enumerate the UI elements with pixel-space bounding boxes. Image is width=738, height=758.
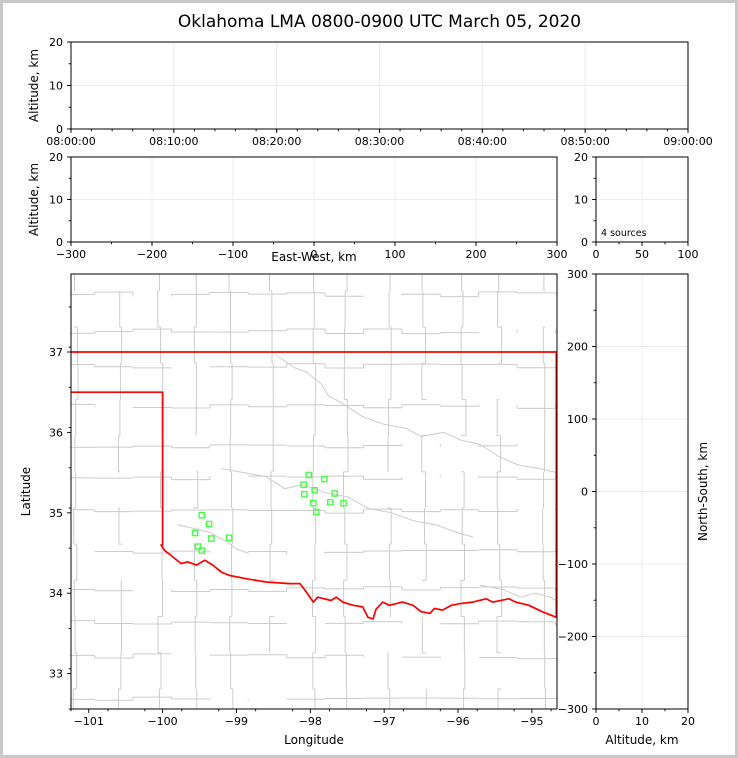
y-tick-label: 37 [49,346,63,359]
panel-map: −101 −100 −99 −98 −97 −96 −95 33 34 35 36 37 Latitud… [19,273,558,747]
lma-station-marker [301,491,308,498]
y-tick-label: 20 [49,36,63,49]
lma-station-marker [326,499,334,506]
lma-station-marker [225,534,233,542]
x-tick-label: 20 [681,715,695,728]
x-tick-label: −96 [446,715,469,728]
x-axis-title: Longitude [284,733,344,747]
y-tick-label: 0 [56,236,63,249]
x-tick-label: −100 [218,248,248,261]
lma-station-marker [340,499,347,507]
x-tick-label: 08:00:00 [46,135,95,148]
y-tick-label: 10 [49,194,63,207]
lma-station-marker [208,535,215,542]
source-count-annotation: 4 sources [601,228,647,239]
x-tick-label: −95 [520,715,543,728]
x-tick-label: 08:10:00 [149,135,198,148]
x-tick-label: −97 [373,715,396,728]
x-tick-label: 300 [547,248,568,261]
x-tick-label: −300 [56,248,86,261]
x-tick-label: 200 [466,248,487,261]
y-tick-label: 35 [49,507,63,520]
panel-alt_histogram: 0 50 100 0 10 20 4 sources [574,151,699,261]
x-tick-label: 0 [593,248,600,261]
y-tick-label: 34 [49,587,63,600]
lma-station-marker [309,499,317,507]
map-layers [71,274,557,709]
lma-station-marker [194,543,202,550]
lma-station-marker [305,471,313,479]
y-axis-title: Altitude, km [27,163,41,236]
y-tick-label: 0 [581,486,588,499]
x-tick-label: −99 [225,715,248,728]
x-tick-label: 50 [635,248,649,261]
axes-frame [70,273,558,710]
y-tick-label: 36 [49,426,63,439]
lma-station-marker [191,529,199,537]
y-tick-label: −200 [558,631,588,644]
x-tick-label: 09:00:00 [663,135,712,148]
x-axis-title: Altitude, km [605,733,678,747]
lma-station-marker [321,475,328,483]
lma-station-marker [311,486,319,494]
panel-background [71,274,557,709]
panel-time_height: 08:00:00 08:10:00 08:20:00 08:30:00 08:40:00… [27,36,713,148]
panel-ns_height: 0 10 20 300 200 100 0 −100 −200 −300 North-South, … [558,268,710,747]
x-tick-label: 08:20:00 [252,135,301,148]
x-tick-label: 08:50:00 [560,135,609,148]
x-tick-label: 08:30:00 [355,135,404,148]
lma-station-marker [331,490,338,497]
river-county-line [221,468,474,538]
y-tick-label: 0 [56,123,63,136]
y-axis-title: North-South, km [696,442,710,541]
figure-title: Oklahoma LMA 0800-0900 UTC March 05, 202… [177,12,582,32]
y-tick-label: 20 [49,151,63,164]
x-tick-label: 0 [311,248,318,261]
river-county-line [276,355,557,474]
y-tick-label: 200 [567,341,588,354]
x-tick-label: 10 [635,715,649,728]
y-axis-title: Latitude [19,467,33,516]
state-border-red-river [160,544,557,620]
x-tick-label: 100 [385,248,406,261]
y-tick-label: −100 [558,558,588,571]
y-tick-label: 20 [574,151,588,164]
panel-ew_height: −300 −200 −100 0 100 200 300 0 10 20 Altitude, km E… [27,151,568,264]
lma-station-marker [300,481,307,488]
x-tick-label: 0 [593,715,600,728]
y-axis-title: Altitude, km [27,49,41,122]
x-tick-label: 08:40:00 [458,135,507,148]
y-tick-label: 10 [49,80,63,93]
lma-station-marker [312,508,320,516]
lma-station-marker [198,547,206,554]
x-tick-label: −98 [299,715,322,728]
x-axis-title: East-West, km [271,250,357,264]
x-tick-label: −101 [74,715,104,728]
river-county-line [176,524,248,554]
y-tick-label: 10 [574,194,588,207]
y-tick-label: 33 [49,668,63,681]
y-tick-label: 0 [581,236,588,249]
lma-station-marker [198,511,206,519]
x-tick-label: −100 [147,715,177,728]
y-tick-label: 100 [567,413,588,426]
x-tick-label: 100 [678,248,699,261]
river-county-line [479,584,557,602]
x-tick-label: −200 [137,248,167,261]
y-tick-label: −300 [558,703,588,716]
lma-station-marker [205,520,213,528]
y-tick-label: 300 [567,268,588,281]
